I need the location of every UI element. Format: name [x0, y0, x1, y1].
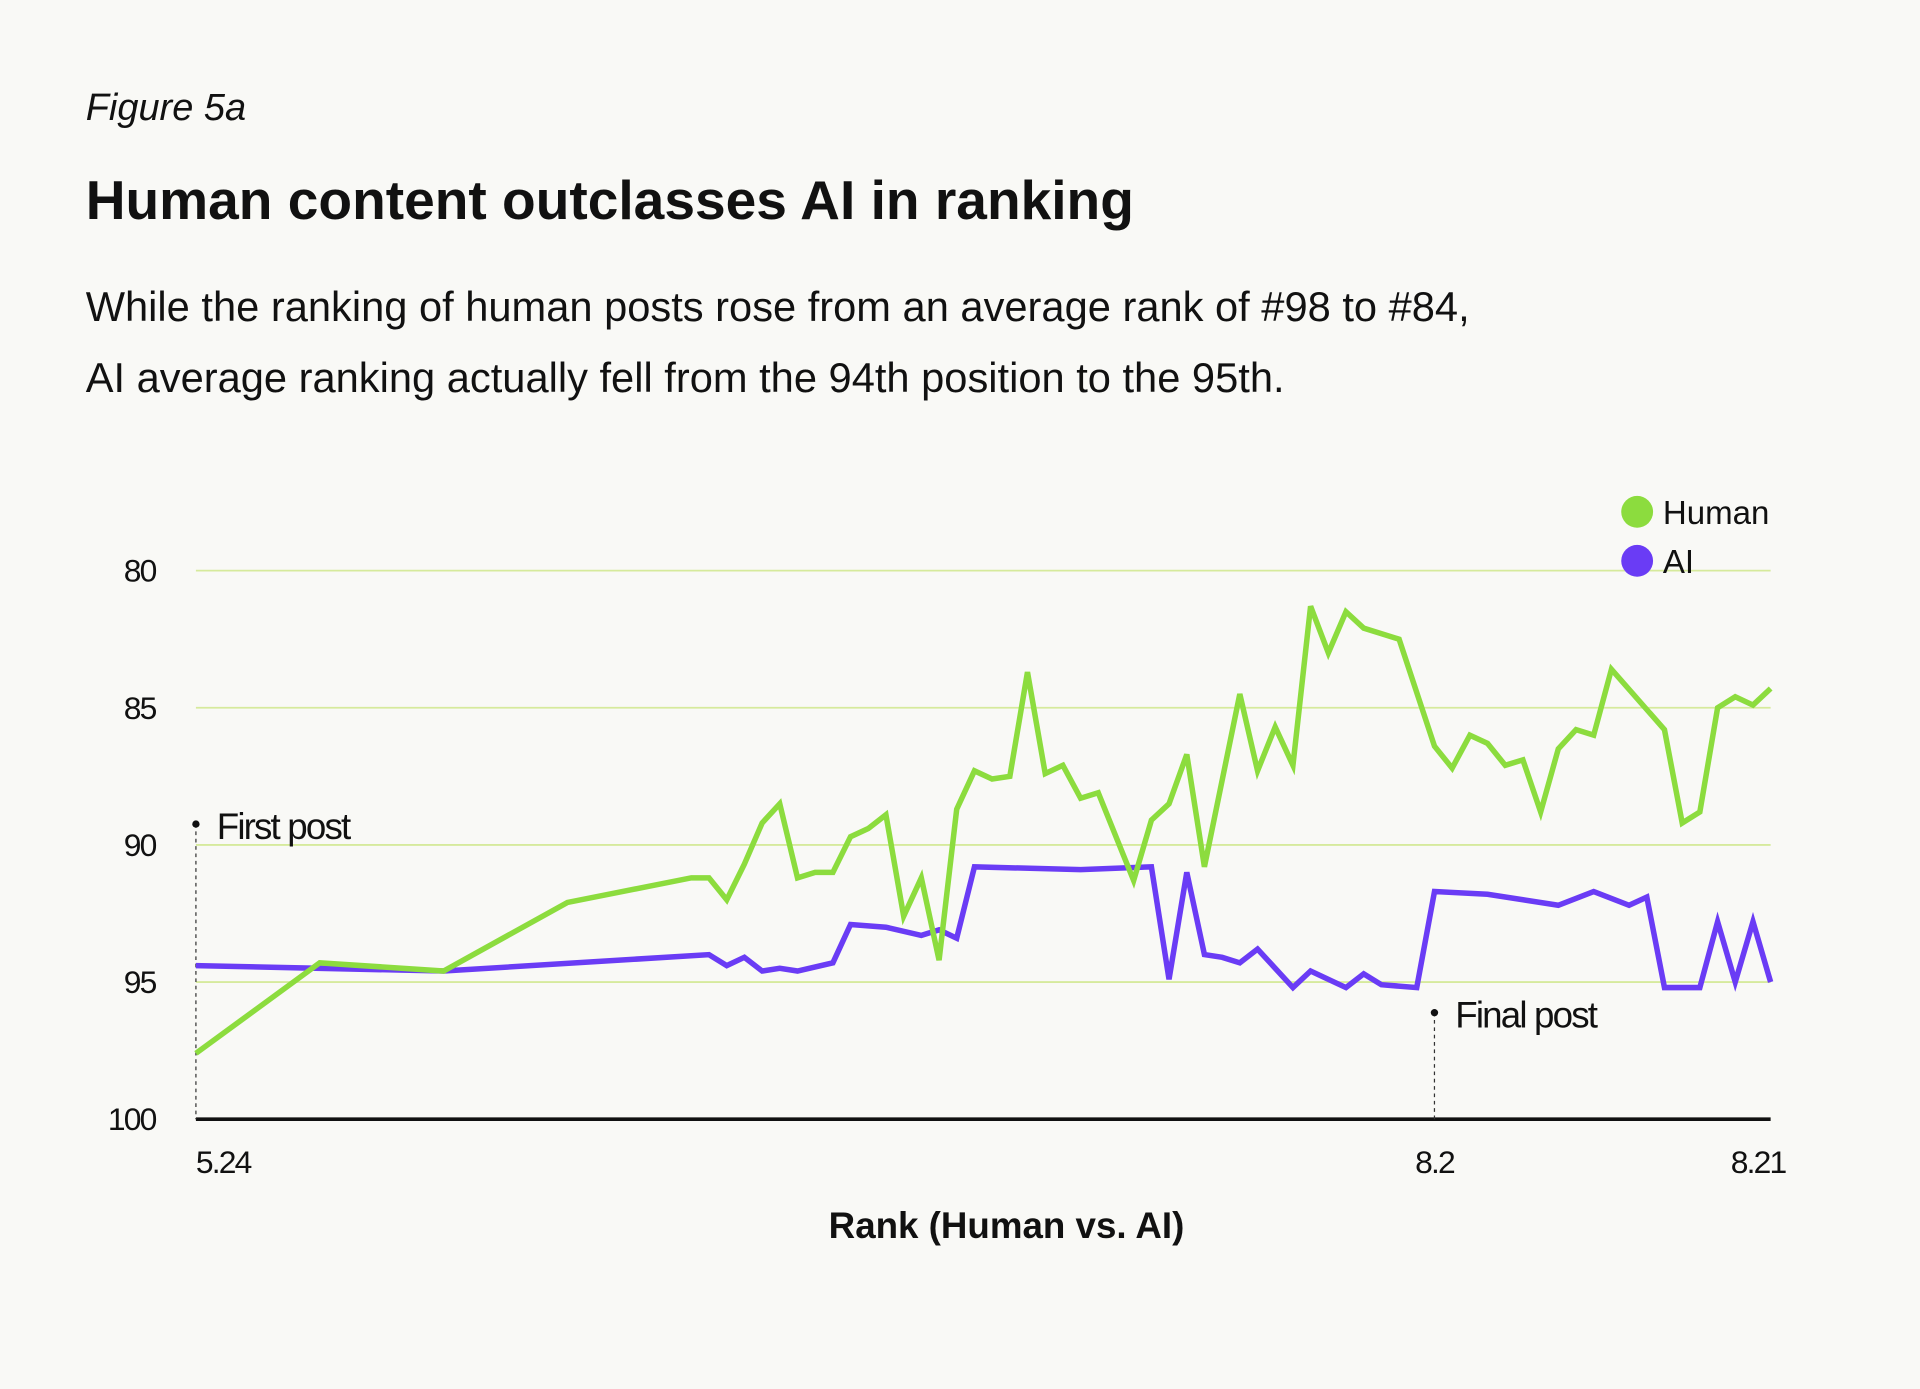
legend-swatch: [1621, 544, 1654, 577]
y-tick-label: 85: [124, 690, 157, 726]
x-tick-label: 8.2: [1415, 1144, 1455, 1180]
annotation-dot: [1430, 1008, 1439, 1017]
y-tick-label: 100: [108, 1101, 157, 1137]
annotation-dot: [192, 820, 200, 828]
legend-label: Human: [1663, 495, 1770, 532]
x-tick-label: 5.24: [196, 1144, 252, 1180]
series-line-ai: [195, 863, 1774, 992]
y-tick-label: 90: [124, 827, 157, 863]
x-tick-label: 8.21: [1731, 1144, 1787, 1180]
chart-title: Human content outclasses AI in ranking: [85, 168, 1134, 232]
legend-swatch: [1621, 495, 1654, 528]
y-tick-label: 95: [124, 964, 157, 1000]
subtitle-line: AI average ranking actually fell from th…: [85, 355, 1285, 402]
annotation-label: First post: [217, 806, 351, 847]
legend: Human AI: [1621, 495, 1769, 581]
figure-label: Figure 5a: [85, 85, 247, 129]
series-line-human: [194, 605, 1773, 1056]
chart-subtitle: While the ranking of human posts rose fr…: [86, 272, 1800, 414]
y-tick-label: 80: [124, 553, 157, 589]
legend-label: AI: [1663, 544, 1694, 581]
annotation-label: Final post: [1455, 994, 1597, 1035]
x-axis-label: Rank (Human vs. AI): [829, 1205, 1185, 1246]
subtitle-line: While the ranking of human posts rose fr…: [85, 284, 1470, 331]
